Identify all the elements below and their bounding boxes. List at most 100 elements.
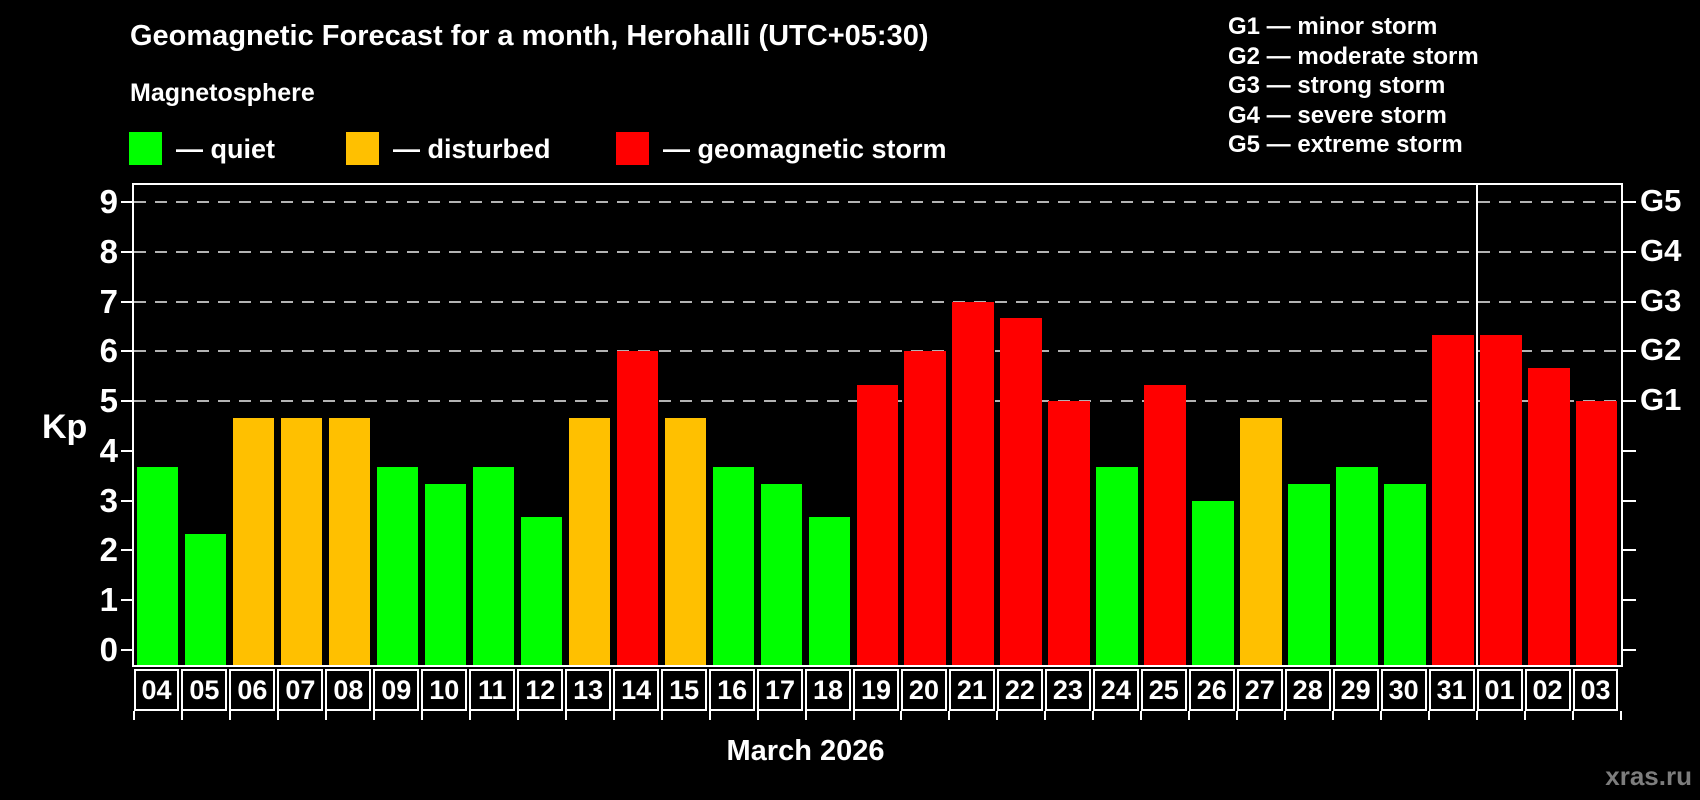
kp-bar-day-09 (376, 467, 419, 665)
kp-bar-day-01 (1480, 334, 1522, 665)
day-label-19: 19 (853, 669, 899, 711)
kp-bar-day-12 (520, 517, 563, 665)
kp-bar-day-17 (760, 484, 803, 665)
x-axis-tick (1332, 711, 1335, 720)
day-label-01: 01 (1476, 669, 1523, 711)
kp-bar-day-23 (1048, 401, 1090, 665)
x-axis-tick (1188, 711, 1191, 720)
kp-bar-day-22 (1000, 317, 1042, 665)
right-axis-tick (1623, 449, 1636, 452)
kp-bar-day-27 (1240, 417, 1282, 665)
kp-bar-day-06 (232, 417, 275, 665)
legend-swatch-disturbed (346, 132, 379, 165)
y-axis-tick-label: 6 (99, 332, 118, 370)
x-axis-tick (324, 711, 327, 720)
y-axis-tick (121, 350, 134, 353)
watermark: xras.ru (1605, 761, 1692, 791)
kp-bar-day-05 (184, 534, 227, 665)
day-label-22: 22 (996, 669, 1043, 711)
right-axis-tick (1623, 599, 1636, 602)
y-axis-tick-label: 2 (99, 531, 118, 569)
kp-bar-day-03 (1576, 401, 1618, 665)
right-axis-label-g2: G2 (1640, 332, 1682, 368)
kp-bar-day-04 (137, 467, 179, 665)
g-scale-legend-item: G4 — severe storm (1228, 101, 1447, 129)
right-axis-tick (1623, 350, 1636, 353)
kp-bar-day-29 (1336, 467, 1378, 665)
g-scale-legend-item: G2 — moderate storm (1228, 42, 1479, 70)
right-axis-tick (1623, 499, 1636, 502)
kp-bar-day-24 (1096, 467, 1138, 665)
y-axis-tick (121, 300, 134, 303)
x-axis-tick (612, 711, 615, 720)
y-axis-tick (121, 250, 134, 253)
x-axis-tick (660, 711, 663, 720)
day-label-10: 10 (421, 669, 468, 711)
x-axis-tick (468, 711, 471, 720)
kp-bar-day-16 (712, 467, 755, 665)
kp-bar-day-19 (856, 384, 898, 665)
x-axis: 04 05 06 07 08 09 10 11 12 13 14 15 16 17 18 19 20 21 22 23… (133, 669, 1623, 723)
gridline-kp6 (134, 350, 1621, 353)
g-scale-legend-item: G5 — extreme storm (1228, 131, 1463, 158)
y-axis-tick-label: 3 (99, 481, 118, 519)
day-label-17: 17 (757, 669, 804, 711)
x-axis-tick (1380, 711, 1383, 720)
right-axis-tick (1623, 649, 1636, 651)
y-axis-tick (121, 499, 134, 502)
kp-bar-day-13 (568, 417, 611, 665)
x-axis-tick (228, 711, 231, 720)
y-axis-tick (121, 449, 134, 452)
day-label-31: 31 (1428, 669, 1475, 711)
y-axis-tick-label: 5 (99, 382, 118, 420)
day-label-21: 21 (948, 669, 995, 711)
month-separator (1476, 185, 1479, 665)
x-axis-tick (1236, 711, 1239, 720)
x-axis-tick (1476, 711, 1479, 720)
kp-bar-day-10 (424, 484, 467, 665)
day-label-23: 23 (1044, 669, 1091, 711)
kp-bar-day-28 (1288, 484, 1330, 665)
day-label-08: 08 (325, 669, 372, 711)
kp-bar-day-31 (1432, 334, 1474, 665)
day-label-07: 07 (277, 669, 324, 711)
right-axis-tick (1623, 300, 1636, 303)
x-axis-tick (1092, 711, 1095, 720)
kp-bar-day-20 (904, 351, 946, 665)
y-axis-tick (121, 200, 134, 203)
day-label-14: 14 (613, 669, 660, 711)
legend-swatch-quiet (129, 132, 162, 165)
day-label-04: 04 (133, 669, 180, 711)
kp-bar-day-25 (1144, 384, 1186, 665)
day-label-20: 20 (900, 669, 947, 711)
day-label-09: 09 (373, 669, 420, 711)
x-axis-tick (708, 711, 711, 720)
x-axis-tick (1284, 711, 1287, 720)
day-label-18: 18 (805, 669, 851, 711)
g-scale-legend-item: G1 — minor storm (1228, 13, 1438, 40)
day-label-30: 30 (1380, 669, 1427, 711)
kp-bar-day-11 (472, 467, 515, 665)
right-axis-tick (1623, 250, 1636, 253)
page-title: Geomagnetic Forecast for a month, Heroha… (130, 20, 929, 52)
x-axis-tick (996, 711, 999, 720)
gridline-kp8 (134, 250, 1621, 253)
x-axis-title: March 2026 (726, 735, 885, 767)
day-label-16: 16 (709, 669, 756, 711)
legend-label-storm: — geomagnetic storm (663, 134, 947, 164)
x-axis-tick (1524, 711, 1527, 720)
right-axis-label-g5: G5 (1640, 182, 1682, 218)
kp-bar-day-02 (1528, 367, 1570, 665)
plot-area: 0 1 2 3 4 5 6 7 8 9 G1 G2 G3 G4 G5 (100, 183, 1682, 668)
y-axis-tick-label: 9 (99, 182, 118, 220)
day-label-02: 02 (1524, 669, 1571, 711)
x-axis-tick (372, 711, 375, 720)
y-axis-tick (121, 400, 134, 403)
legend-label-disturbed: — disturbed (393, 134, 551, 164)
kp-bar-day-18 (808, 517, 850, 665)
right-axis-tick (1623, 200, 1636, 203)
legend-swatch-storm (616, 132, 649, 165)
y-axis-tick-label: 1 (99, 581, 118, 619)
y-axis-tick-label: 0 (99, 631, 118, 668)
kp-bar-day-07 (280, 417, 323, 665)
